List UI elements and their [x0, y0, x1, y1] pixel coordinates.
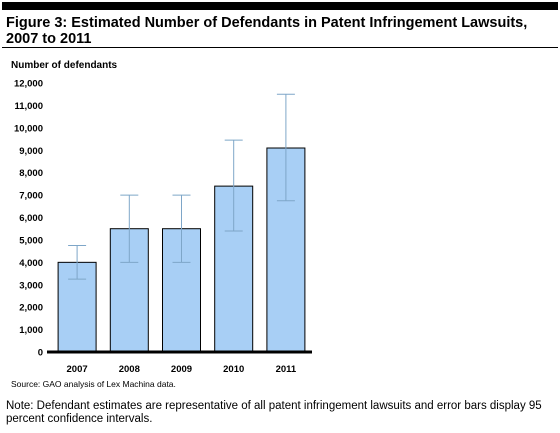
y-tick-label: 6,000	[19, 213, 43, 224]
y-tick-label: 5,000	[19, 235, 43, 246]
y-tick-label: 3,000	[19, 280, 43, 291]
y-axis-label: Number of defendants	[11, 60, 118, 71]
y-tick-label: 7,000	[19, 191, 43, 202]
y-tick-label: 8,000	[19, 168, 43, 179]
y-tick-label: 12,000	[14, 79, 43, 90]
bar-chart: 0 1,000 2,000 3,000 4,000 5,000 6,000 7,000 8,00…	[14, 79, 312, 375]
x-tick-label: 2007	[67, 364, 88, 375]
y-tick-label: 1,000	[19, 325, 43, 336]
y-tick-label: 0	[38, 348, 43, 359]
y-tick-label: 10,000	[14, 123, 43, 134]
note-text: Note: Defendant estimates are representa…	[6, 400, 542, 425]
chart-title: Figure 3: Estimated Number of Defendants…	[6, 15, 528, 47]
top-rule	[2, 2, 558, 10]
title-divider	[2, 47, 558, 48]
y-tick-label: 11,000	[14, 101, 43, 112]
y-tick-label: 9,000	[19, 146, 43, 157]
y-tick-label: 4,000	[19, 258, 43, 269]
x-tick-label: 2009	[171, 364, 192, 375]
x-tick-label: 2011	[276, 364, 297, 375]
source-text: Source: GAO analysis of Lex Machina data…	[11, 379, 176, 389]
x-tick-label: 2010	[223, 364, 244, 375]
x-tick-label: 2008	[119, 364, 140, 375]
y-tick-label: 2,000	[19, 303, 43, 314]
